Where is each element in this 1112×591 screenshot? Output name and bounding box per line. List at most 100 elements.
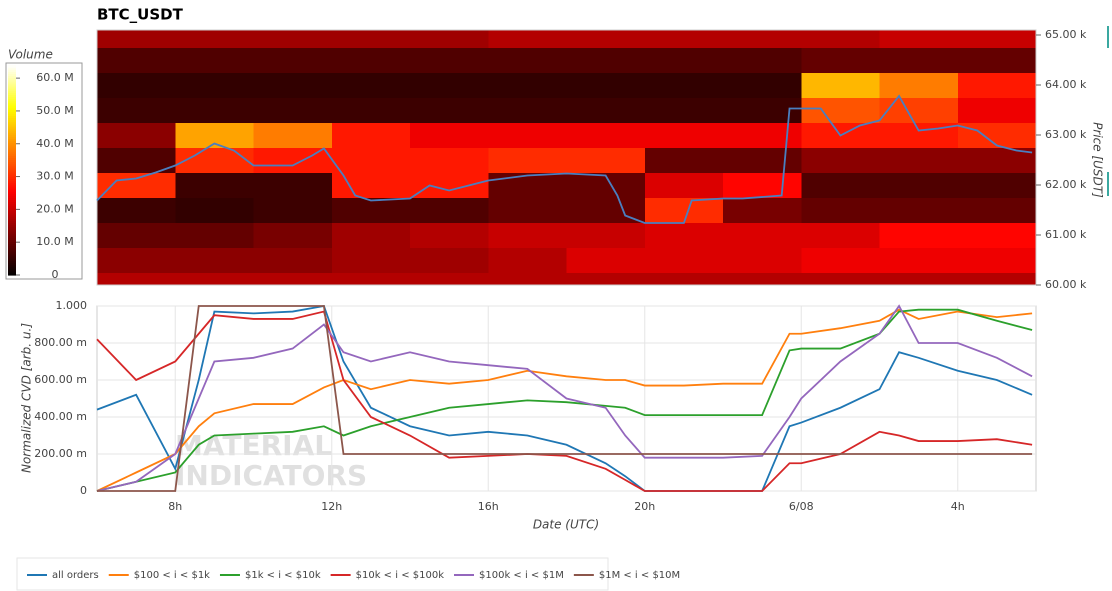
colorbar-step <box>8 230 16 234</box>
heatmap-cell <box>957 47 1037 73</box>
y-tick-label: 65.00 k <box>1045 28 1087 41</box>
x-tick-label: 16h <box>478 500 499 513</box>
colorbar-step <box>8 222 16 226</box>
heatmap-cell <box>879 172 959 198</box>
colorbar-step <box>8 73 16 77</box>
colorbar-step <box>8 201 16 205</box>
heatmap-cell <box>175 147 254 173</box>
colorbar-step <box>8 161 16 165</box>
x-tick-label: 20h <box>634 500 655 513</box>
heatmap-cell <box>566 247 646 273</box>
y-tick-label: 0 <box>80 484 87 497</box>
heatmap-cell <box>331 47 411 73</box>
colorbar-step <box>8 67 16 70</box>
heatmap-cell <box>410 47 489 73</box>
heatmap-cell <box>331 147 411 173</box>
colorbar-step <box>8 140 16 144</box>
colorbar-step <box>8 119 16 123</box>
heatmap-cell <box>97 272 176 286</box>
legend-label: all orders <box>52 570 99 581</box>
heatmap-cell <box>410 222 489 248</box>
colorbar-step <box>8 75 16 79</box>
heatmap-cell <box>175 222 254 248</box>
heatmap-cell <box>879 222 959 248</box>
heatmap-cell <box>175 172 254 198</box>
colorbar-tick-label: 60.0 M <box>36 71 73 84</box>
heatmap-cell <box>957 247 1037 273</box>
colorbar-step <box>8 207 16 211</box>
colorbar-step <box>8 86 16 89</box>
series-line <box>97 305 1033 492</box>
heatmap-cell <box>410 247 489 273</box>
colorbar-step <box>8 226 16 230</box>
colorbar-step <box>8 176 16 179</box>
heatmap-cell <box>488 272 567 286</box>
heatmap-cell <box>566 272 646 286</box>
heatmap-cell <box>175 30 254 48</box>
colorbar-step <box>8 115 16 119</box>
colorbar-step <box>8 186 16 190</box>
colorbar-step <box>8 77 16 81</box>
y-tick-label: 400.00 m <box>34 410 87 423</box>
colorbar-step <box>8 262 16 266</box>
heatmap-cell <box>644 247 724 273</box>
heatmap-cell <box>879 30 959 48</box>
colorbar-step <box>8 174 16 177</box>
colorbar-step <box>8 155 16 158</box>
heatmap-cell <box>175 197 254 223</box>
colorbar-step <box>8 165 16 169</box>
colorbar-step <box>8 98 16 102</box>
colorbar-step <box>8 102 16 106</box>
colorbar-step <box>8 100 16 104</box>
watermark: INDICATORS <box>175 459 367 492</box>
colorbar-step <box>8 228 16 232</box>
heatmap-cell <box>957 97 1037 123</box>
heatmap-cell <box>97 72 176 98</box>
colorbar-step <box>8 92 16 95</box>
heatmap-cell <box>253 197 333 223</box>
colorbar-step <box>8 197 16 200</box>
y-tick-label: 60.00 k <box>1045 278 1087 291</box>
heatmap-cell <box>723 247 802 273</box>
heatmap-cell <box>253 97 333 123</box>
x-axis-label: Date (UTC) <box>533 518 599 532</box>
colorbar-frame <box>5 62 83 280</box>
colorbar-step <box>8 157 16 161</box>
price-line <box>96 94 1033 224</box>
heatmap-cell <box>723 272 802 286</box>
colorbar-step <box>8 180 16 184</box>
heatmap-cell <box>957 30 1037 48</box>
heatmap-cell <box>879 197 959 223</box>
heatmap-cell <box>331 30 411 48</box>
colorbar-step <box>8 125 16 129</box>
heatmap-cell <box>801 97 880 123</box>
heatmap-cell <box>723 222 802 248</box>
heatmap-cell <box>253 172 333 198</box>
y-axis-label: Normalized CVD [arb. u.] <box>20 323 34 473</box>
heatmap-cell <box>723 30 802 48</box>
heatmap-cell <box>644 172 724 198</box>
colorbar-step <box>8 153 16 156</box>
colorbar-step <box>8 94 16 98</box>
heatmap-cell <box>488 30 567 48</box>
heatmap-cell <box>566 97 646 123</box>
colorbar-step <box>8 130 16 133</box>
colorbar-step <box>8 216 16 219</box>
y-tick-label: 200.00 m <box>34 447 87 460</box>
legend-item: $100 < i < $1k <box>108 570 210 581</box>
heatmap-cell <box>723 47 802 73</box>
heatmap-cell <box>175 97 254 123</box>
colorbar-step <box>8 81 16 85</box>
heatmap-cell <box>801 47 880 73</box>
heatmap-cell <box>957 72 1037 98</box>
colorbar-step <box>8 88 16 91</box>
legend-label: $100 < i < $1k <box>134 570 210 581</box>
colorbar-step <box>8 167 16 171</box>
colorbar-step <box>8 113 16 116</box>
colorbar-step <box>8 96 16 100</box>
colorbar-step <box>8 146 16 150</box>
heatmap-cell <box>175 247 254 273</box>
heatmap-cell <box>879 247 959 273</box>
heatmap-cell <box>331 197 411 223</box>
